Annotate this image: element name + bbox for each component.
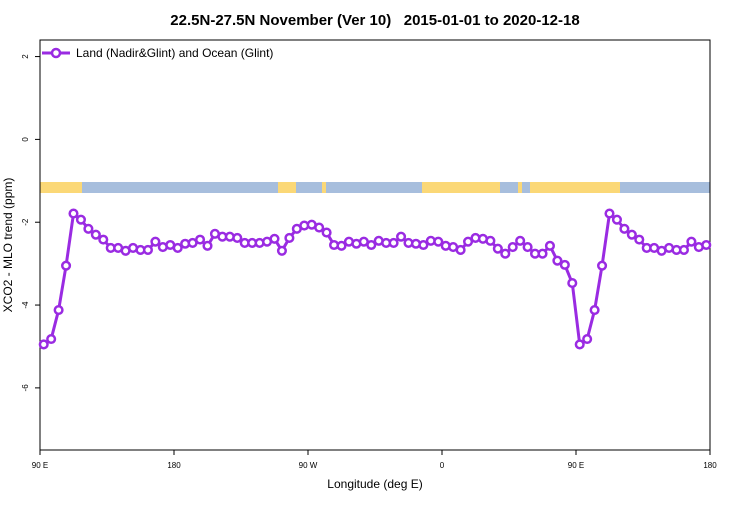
data-point <box>388 237 399 248</box>
x-tick-label: 0 <box>440 461 445 470</box>
data-point <box>492 243 503 254</box>
data-point <box>142 244 153 256</box>
data-point <box>604 208 615 219</box>
data-point <box>314 222 325 233</box>
data-point <box>232 232 243 244</box>
chart-title: 22.5N-27.5N November (Ver 10) 2015-01-01… <box>170 12 579 29</box>
data-point <box>559 259 570 270</box>
data-point <box>574 339 585 350</box>
land-patch <box>518 182 522 193</box>
land-patch <box>322 182 326 193</box>
data-point <box>455 244 466 256</box>
data-point <box>463 236 474 247</box>
data-point <box>83 223 94 234</box>
data-point <box>68 208 79 219</box>
data-point <box>433 236 444 247</box>
data-point <box>276 245 287 256</box>
data-point <box>75 214 86 225</box>
legend-marker <box>50 47 62 59</box>
data-point <box>626 229 637 240</box>
data-point <box>98 234 109 245</box>
map-strip <box>40 182 710 193</box>
y-tick-label: -2 <box>21 218 30 226</box>
data-point <box>321 227 332 238</box>
land-patch <box>40 182 82 193</box>
legend: Land (Nadir&Glint) and Ocean (Glint) <box>42 46 273 60</box>
x-tick-label: 180 <box>703 461 717 470</box>
data-point <box>611 214 622 225</box>
data-point <box>195 234 206 245</box>
data-point <box>172 242 183 253</box>
x-tick-label: 180 <box>167 461 181 470</box>
data-point <box>701 239 712 251</box>
data-point <box>544 240 555 251</box>
data-point <box>38 339 49 350</box>
data-point <box>500 248 511 259</box>
y-tick-label: -4 <box>21 301 30 309</box>
data-point <box>552 255 563 266</box>
land-patch <box>422 182 500 193</box>
data-point <box>284 232 295 244</box>
x-tick-label: 90 E <box>568 461 584 470</box>
data-point <box>336 240 347 251</box>
data-point <box>90 229 101 240</box>
data-point <box>61 260 72 271</box>
data-point <box>366 239 377 251</box>
data-point <box>522 242 533 253</box>
y-tick-label: -6 <box>21 384 30 392</box>
x-tick-label: 90 E <box>32 461 48 470</box>
x-tick-label: 90 W <box>299 461 318 470</box>
data-point <box>686 236 697 247</box>
y-tick-label: 2 <box>21 54 30 59</box>
ocean-band <box>40 182 710 193</box>
data-point <box>507 242 518 253</box>
data-point <box>582 333 593 345</box>
data-point <box>567 278 578 289</box>
data-point <box>418 239 429 251</box>
data-point <box>589 304 600 316</box>
data-point <box>396 231 407 242</box>
data-point <box>269 233 280 244</box>
y-axis-label: XCO2 - MLO trend (ppm) <box>1 178 15 313</box>
x-axis-label: Longitude (deg E) <box>327 477 422 491</box>
data-point <box>150 236 161 247</box>
data-point <box>53 304 64 316</box>
data-point <box>515 235 526 246</box>
data-point <box>619 223 630 234</box>
data-point <box>202 240 213 251</box>
data-point <box>537 248 548 259</box>
data-point <box>634 234 645 245</box>
land-patch <box>530 182 620 193</box>
data-point <box>678 244 689 256</box>
legend-label: Land (Nadir&Glint) and Ocean (Glint) <box>76 46 273 60</box>
y-tick-label: 0 <box>21 137 30 142</box>
land-patch <box>278 182 296 193</box>
data-point <box>597 260 608 271</box>
data-point <box>46 333 57 345</box>
data-point <box>485 235 496 246</box>
